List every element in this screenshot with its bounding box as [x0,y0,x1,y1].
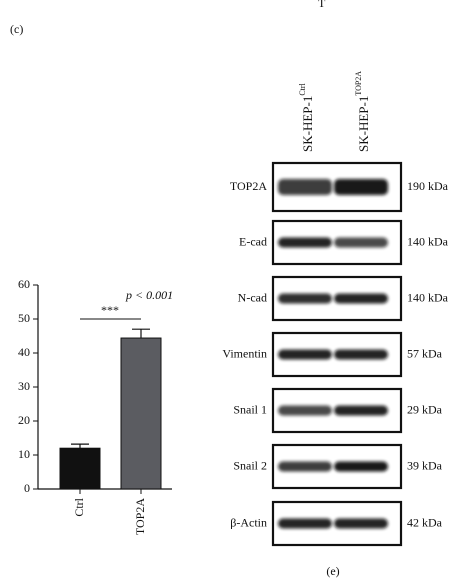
band [334,518,388,529]
kda-label: 42 kDa [407,515,443,529]
y-tick-label: 0 [24,481,30,495]
row-label: TOP2A [230,179,267,193]
band [278,349,332,360]
lane-sup: TOP2A [354,71,363,96]
bar [59,447,101,490]
p-value: p < 0.001 [125,288,173,302]
kda-label: 39 kDa [407,458,443,472]
row-label: N-cad [238,290,267,304]
y-tick-label: 60 [18,277,30,291]
panel-label: (c) [10,22,23,36]
y-tick-label: 50 [18,311,30,325]
lane-label: SK-HEP-1Ctrl [298,82,315,152]
y-tick-label: 20 [18,413,30,427]
kda-label: 140 kDa [407,234,449,248]
kda-label: 29 kDa [407,402,443,416]
panel-label: (e) [326,564,339,578]
cut-text: T [318,0,326,10]
lane-name: SK-HEP-1 [356,96,371,152]
kda-label: 57 kDa [407,346,443,360]
band [334,461,388,472]
band [334,179,388,195]
y-tick-label: 30 [18,379,30,393]
significance-stars: *** [101,303,119,317]
x-tick-label: Ctrl [72,497,86,516]
row-label: Snail 1 [233,402,267,416]
band [278,179,332,195]
bar [120,337,162,490]
lane-name: SK-HEP-1 [300,96,315,152]
kda-label: 140 kDa [407,290,449,304]
band [334,293,388,304]
band [278,293,332,304]
lane-sup: Ctrl [298,82,307,95]
row-label: Snail 2 [233,458,267,472]
x-tick-label: TOP2A [133,498,147,535]
band [278,237,332,248]
y-tick-label: 10 [18,447,30,461]
row-label: E-cad [239,234,267,248]
band [334,405,388,416]
band [278,461,332,472]
kda-label: 190 kDa [407,179,449,193]
row-label: Vimentin [222,346,267,360]
error-bar [71,443,89,449]
band [334,237,388,248]
band [278,518,332,529]
row-label: β-Actin [230,515,267,529]
y-tick-label: 40 [18,345,30,359]
error-bar [132,328,150,339]
band [278,405,332,416]
band [334,349,388,360]
lane-label: SK-HEP-1TOP2A [354,71,371,152]
